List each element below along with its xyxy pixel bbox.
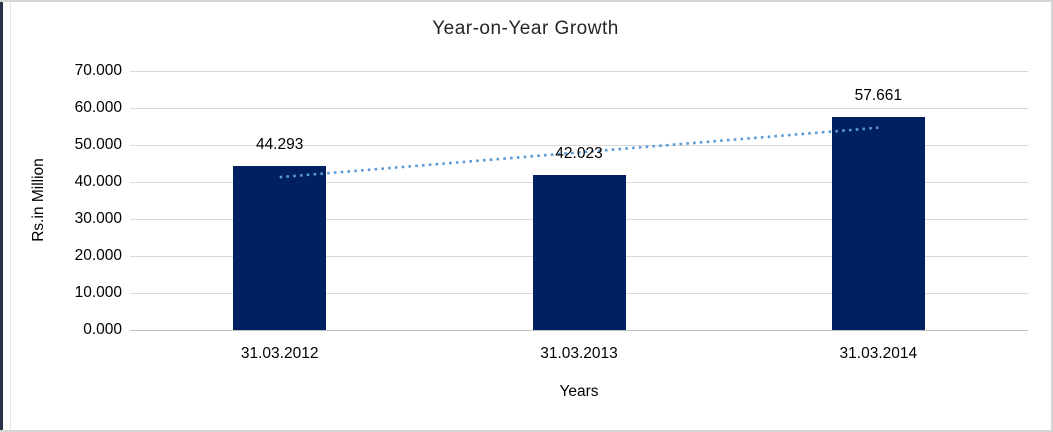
y-axis-tick-label: 0.000 bbox=[83, 321, 122, 338]
x-axis-tick-label: 31.03.2014 bbox=[839, 345, 918, 362]
trendline bbox=[279, 126, 879, 179]
chart-title: Year-on-Year Growth bbox=[432, 18, 619, 39]
data-label: 42.023 bbox=[555, 144, 603, 162]
data-label: 57.661 bbox=[854, 86, 903, 104]
y-axis-tick-label: 40.000 bbox=[74, 173, 122, 190]
data-label: 44.293 bbox=[255, 136, 304, 154]
bar-31.03.2013 bbox=[532, 174, 626, 330]
y-axis-title: Rs.in Million bbox=[30, 158, 47, 242]
gridline bbox=[130, 70, 1028, 72]
chart-left-border bbox=[10, 2, 11, 430]
y-axis-tick-label: 10.000 bbox=[74, 284, 122, 301]
bar-31.03.2014 bbox=[831, 116, 925, 330]
y-axis-tick-label: 50.000 bbox=[74, 136, 122, 153]
y-axis-tick-label: 30.000 bbox=[74, 210, 122, 227]
plot-area: 44.293 42.023 57.661 bbox=[130, 70, 1028, 331]
gridline bbox=[130, 329, 1028, 331]
x-axis-title: Years bbox=[559, 383, 599, 400]
gridline bbox=[130, 107, 1028, 109]
left-border-band bbox=[0, 2, 3, 430]
x-axis-tick-label: 31.03.2012 bbox=[240, 345, 319, 362]
gridline bbox=[130, 144, 1028, 146]
y-axis-tick-label: 60.000 bbox=[74, 99, 122, 116]
y-axis-tick-label: 20.000 bbox=[74, 247, 122, 264]
y-axis-tick-label: 70.000 bbox=[74, 62, 122, 79]
bar-31.03.2012 bbox=[233, 166, 327, 330]
x-axis-tick-label: 31.03.2013 bbox=[540, 345, 618, 362]
